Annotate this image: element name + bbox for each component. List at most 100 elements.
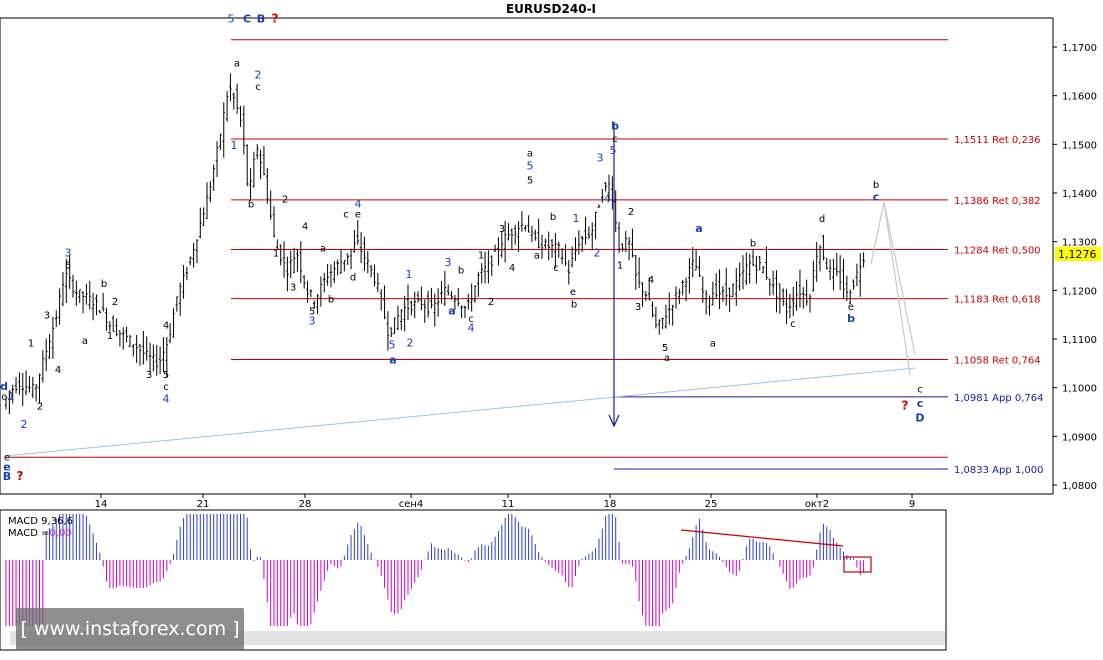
level-lines: 1,1511 Ret 0,236 1,1386 Ret 0,382 1,1284 R… xyxy=(5,39,1044,476)
y-tick-label: 1,1000 xyxy=(1062,384,1097,395)
wave-label: 5 xyxy=(527,175,533,186)
wave-label: e xyxy=(4,453,10,464)
wave-label: ? xyxy=(17,469,24,483)
current-price-label: 1,1276 xyxy=(1058,248,1097,261)
wave-label: 5 xyxy=(228,13,235,26)
wave-label: ? xyxy=(272,12,279,26)
level-label: 1,1058 Ret 0,764 xyxy=(954,355,1041,366)
x-tick-label: 28 xyxy=(299,499,312,510)
macd-label: MACD 9,36,6 xyxy=(8,516,73,527)
level-label: 1,0833 App 1,000 xyxy=(954,465,1044,476)
wave-label: 5 xyxy=(610,144,617,157)
wave-label: 2 xyxy=(255,69,262,82)
wave-label: 3 xyxy=(635,302,641,313)
wave-label: b xyxy=(248,200,254,211)
x-tick-label: 18 xyxy=(604,499,617,510)
wave-label: b xyxy=(550,212,556,223)
wave-label: ? xyxy=(902,399,909,413)
wave-label: a xyxy=(82,336,88,347)
wave-label: D xyxy=(915,412,924,425)
wave-label: 1 xyxy=(573,212,580,225)
wave-label: b xyxy=(458,265,464,276)
wave-label: 1 xyxy=(617,260,623,271)
wave-label: 5 xyxy=(163,370,169,381)
x-axis: 14 21 28 сен4 11 18 25 окт2 9 xyxy=(95,494,915,510)
wave-label: a xyxy=(695,222,702,235)
macd-value-label: MACD =0,00 xyxy=(8,528,72,539)
macd-divergence-line xyxy=(680,529,844,547)
wave-label: 2 xyxy=(407,336,414,349)
wave-label: a xyxy=(527,149,533,160)
wave-label: 3 xyxy=(445,256,452,269)
wave-label: c xyxy=(790,319,796,330)
wave-label: b xyxy=(847,312,855,325)
trend-lines xyxy=(4,122,916,457)
wave-label: 1 xyxy=(107,331,113,342)
wave-label: a xyxy=(664,353,670,364)
wave-label: 3 xyxy=(309,314,316,327)
level-label: 1,1511 Ret 0,236 xyxy=(954,135,1041,146)
wave-label: 3 xyxy=(44,311,50,322)
macd-value-number: 0,00 xyxy=(50,528,72,539)
wave-label: e xyxy=(355,209,361,220)
price-panel xyxy=(0,17,1054,495)
wave-label: 3 xyxy=(146,370,152,381)
wave-label: 4 xyxy=(604,193,611,206)
macd-value-prefix: MACD = xyxy=(8,528,50,539)
wave-label: d xyxy=(819,214,825,225)
wave-label: b xyxy=(101,279,107,290)
x-tick-label: окт2 xyxy=(805,499,829,510)
y-axis: 1,1700 1,1600 1,1500 1,1400 1,1300 1,1200 1,11… xyxy=(1053,43,1097,492)
wave-label: 2 xyxy=(628,207,634,218)
wave-label: a xyxy=(710,338,716,349)
wave-label: c xyxy=(255,82,261,93)
projection-line-up xyxy=(870,201,885,265)
wave-label: B xyxy=(257,13,265,26)
wave-label: 3 xyxy=(597,151,604,164)
wave-label: 4 xyxy=(55,365,61,376)
wave-label: 1 xyxy=(231,139,238,152)
wave-label: 4 xyxy=(468,322,475,335)
macd-histogram xyxy=(5,514,865,626)
wave-label: B xyxy=(3,470,11,483)
trend-line xyxy=(4,367,916,457)
wave-label: 1 xyxy=(478,251,484,262)
y-tick-label: 1,1100 xyxy=(1062,335,1097,346)
x-tick-label: 11 xyxy=(502,499,515,510)
wave-label: d xyxy=(350,273,356,284)
wave-label: c xyxy=(553,263,559,274)
wave-label: 2 xyxy=(21,418,28,431)
x-tick-label: 25 xyxy=(705,499,718,510)
wave-label: a xyxy=(389,353,396,366)
wave-label: a xyxy=(234,58,240,69)
wave-label: 4 xyxy=(163,320,169,331)
wave-label: 1 xyxy=(406,268,413,281)
wave-label: 3 xyxy=(499,224,505,235)
wave-label: b xyxy=(571,299,577,310)
wave-label: c xyxy=(873,190,880,203)
wave-label: e xyxy=(848,302,854,313)
y-tick-label: 1,1700 xyxy=(1062,43,1097,54)
y-tick-label: 1,1400 xyxy=(1062,189,1097,200)
x-tick-label: 21 xyxy=(197,499,210,510)
wave-label: c xyxy=(917,397,924,410)
wave-label: 4 xyxy=(648,275,654,286)
wave-label: 4 xyxy=(163,392,170,405)
level-label: 1,1284 Ret 0,500 xyxy=(954,245,1041,256)
wave-label: 5 xyxy=(527,160,534,173)
x-tick-label: 9 xyxy=(909,499,915,510)
wave-label: d xyxy=(0,380,8,393)
wave-label: b xyxy=(750,239,756,250)
current-price-badge xyxy=(1055,247,1101,261)
macd-highlight-box xyxy=(843,556,872,573)
level-label: 1,0981 App 0,764 xyxy=(954,393,1044,404)
wave-label: 4 xyxy=(302,222,308,233)
wave-label: 1 xyxy=(273,248,279,259)
wave-label: 2 xyxy=(37,402,43,413)
y-tick-label: 1,1300 xyxy=(1062,238,1097,249)
x-tick-label: сен4 xyxy=(399,499,424,510)
y-tick-label: 1,1200 xyxy=(1062,286,1097,297)
wave-label: a xyxy=(534,251,540,262)
projection-line-down-2 xyxy=(883,201,911,376)
